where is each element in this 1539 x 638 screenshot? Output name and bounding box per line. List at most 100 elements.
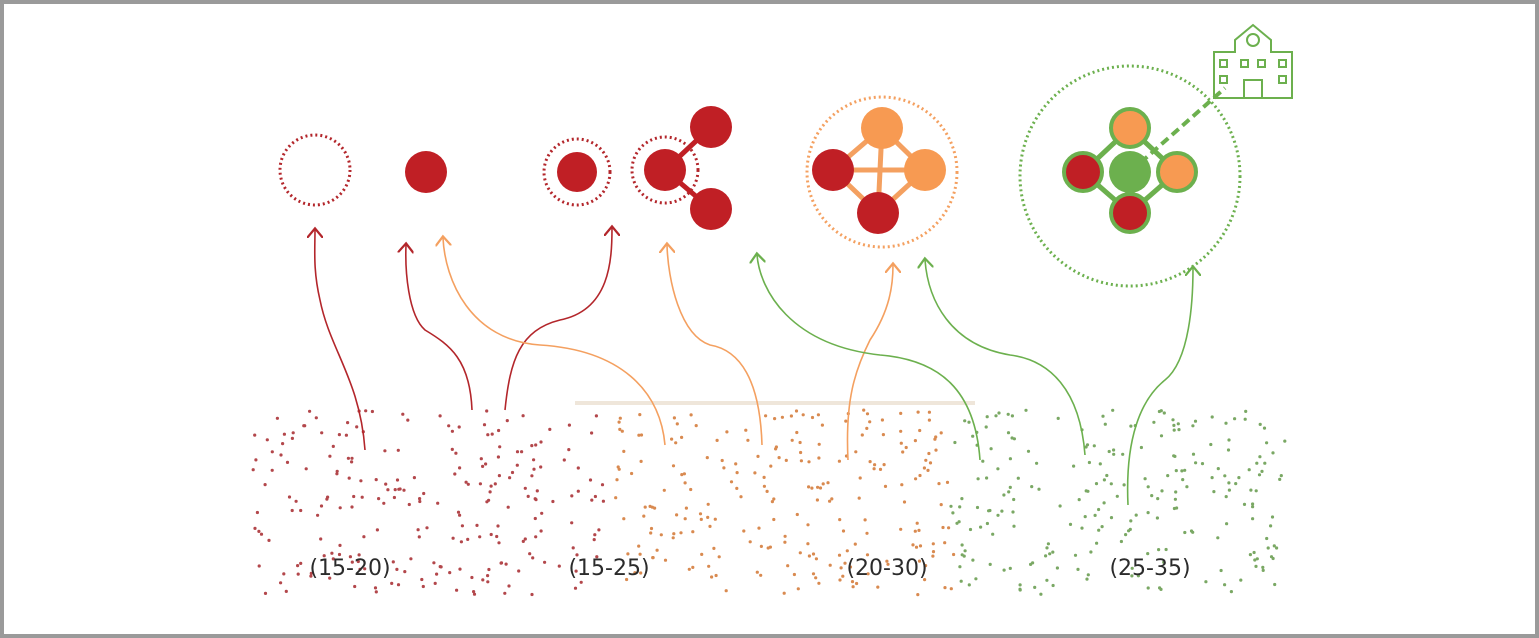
particle (595, 555, 599, 559)
particle (851, 585, 855, 589)
particle (1216, 467, 1220, 471)
particle (526, 494, 530, 498)
particle (1210, 476, 1214, 480)
particle (638, 413, 642, 417)
particle (530, 592, 534, 597)
particle (1105, 473, 1109, 478)
particle (783, 534, 787, 538)
particle (960, 497, 964, 501)
particle (828, 563, 832, 567)
particle (883, 484, 888, 488)
particle (425, 526, 429, 530)
particle (493, 482, 497, 486)
particle (576, 466, 580, 470)
particle (1172, 428, 1176, 432)
particle (1265, 536, 1269, 541)
particle (574, 569, 578, 573)
particle (1115, 494, 1119, 498)
particle (633, 571, 637, 575)
particle (968, 527, 973, 532)
particle (712, 546, 716, 551)
particle (1164, 547, 1168, 552)
particle (416, 528, 420, 532)
particle (1261, 568, 1265, 573)
particle (1155, 516, 1159, 520)
particle (1073, 553, 1078, 557)
particle (899, 527, 903, 531)
particle (988, 508, 992, 513)
arrow (846, 265, 893, 461)
particle (506, 505, 510, 509)
particle (319, 504, 324, 508)
particle (498, 445, 502, 449)
particle (916, 410, 920, 414)
particle (486, 433, 490, 437)
particle (539, 440, 543, 444)
particle (384, 482, 388, 486)
particle (1012, 524, 1016, 528)
particle (1087, 460, 1091, 465)
particle (1229, 590, 1233, 594)
particle (799, 459, 804, 463)
stage-label: (25-35) (1109, 556, 1190, 581)
particle (1225, 522, 1229, 526)
particle (939, 431, 943, 435)
particle (422, 491, 426, 496)
particle (790, 438, 794, 442)
particle (590, 431, 594, 435)
particle (862, 408, 866, 412)
particle (757, 526, 761, 530)
particle (913, 439, 918, 443)
particle (1265, 441, 1269, 445)
particle (515, 450, 520, 454)
particle (672, 416, 677, 420)
particle (816, 413, 821, 417)
particle (1227, 438, 1231, 442)
particle (991, 532, 995, 536)
particle (1058, 504, 1062, 508)
particle (960, 543, 964, 547)
particle (374, 478, 378, 482)
particle (1204, 580, 1208, 584)
node-ring (542, 137, 612, 207)
particle (784, 458, 788, 462)
particle (722, 466, 726, 470)
particle (575, 553, 579, 557)
particle (1146, 510, 1150, 515)
particle (927, 410, 932, 414)
particle (396, 448, 400, 452)
particle (807, 485, 811, 489)
particle (759, 544, 764, 549)
particle (496, 524, 500, 528)
particle (573, 586, 578, 590)
particle (772, 497, 776, 501)
particle (622, 517, 626, 521)
particle (450, 447, 454, 451)
particle (435, 572, 439, 576)
particle (958, 505, 962, 509)
particle (918, 428, 922, 433)
particle (346, 421, 350, 425)
particle (1018, 588, 1022, 592)
particle (801, 413, 805, 417)
particle (472, 592, 477, 596)
particle (858, 476, 862, 480)
particle (362, 535, 366, 539)
particle (931, 550, 936, 554)
particle (1033, 585, 1037, 590)
particle (817, 442, 821, 446)
particle (739, 495, 743, 499)
particle (617, 467, 621, 471)
particle (373, 586, 378, 590)
particle (1210, 415, 1214, 419)
particle (1258, 422, 1262, 426)
arrow (443, 238, 666, 446)
particle (567, 423, 572, 427)
particle (515, 463, 519, 467)
particle (949, 504, 953, 508)
particle (902, 500, 907, 504)
particle (265, 438, 269, 442)
particle (683, 517, 687, 521)
particle (1194, 461, 1198, 465)
particle (880, 418, 885, 422)
